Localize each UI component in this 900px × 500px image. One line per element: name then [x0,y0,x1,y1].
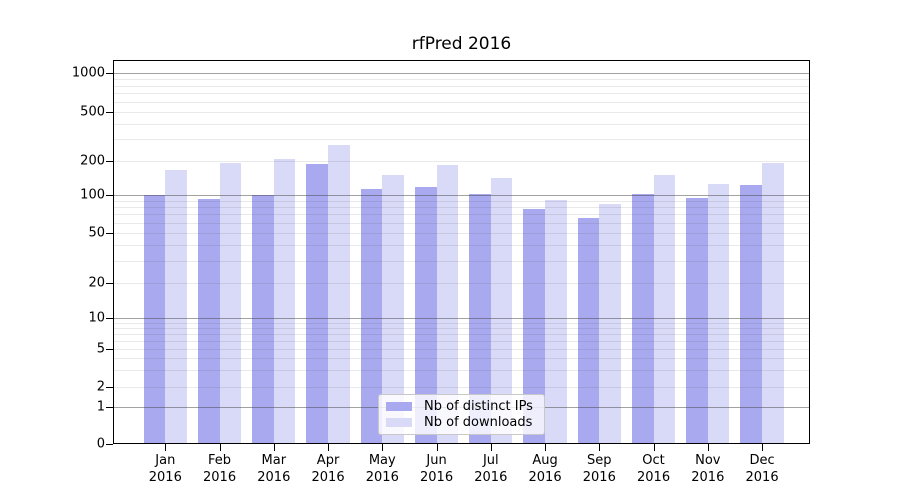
minor-gridline [113,85,810,87]
x-tick-mark [599,444,601,451]
y-tick-mark [106,444,113,445]
y-tick-mark [106,111,113,113]
x-tick-mark [490,444,492,451]
chart-title: rfPred 2016 [411,34,512,54]
x-tick-mark [273,444,275,451]
y-tick-mark [106,317,113,319]
y-tick-mark [106,406,113,408]
minor-gridline [113,139,810,141]
bar-distinct-ips [197,198,220,444]
y-tick-label: 0 [96,436,105,452]
legend-item: Nb of downloads [386,415,537,430]
bar-downloads [382,175,404,444]
y-tick-label: 500 [80,104,105,120]
bar-distinct-ips [414,186,437,444]
bar-distinct-ips [360,189,383,444]
bar-downloads [653,175,676,444]
x-tick-mark [545,444,547,451]
legend-swatch-distinct-ips [386,401,412,411]
minor-gridline [113,161,810,162]
legend: Nb of distinct IPs Nb of downloads [378,394,545,435]
y-tick-mark [106,282,113,284]
bar-downloads [707,183,730,444]
bar-downloads [490,178,513,444]
x-tick-label: Aug 2016 [528,453,562,485]
x-tick-label: Dec 2016 [745,453,779,485]
bar-downloads [328,144,350,444]
bar-downloads [273,159,296,444]
bar-distinct-ips [469,194,491,444]
minor-gridline [113,79,810,81]
bar-downloads [219,162,242,444]
bar-distinct-ips [686,197,708,444]
major-gridline [113,73,810,75]
bar-downloads [599,203,621,444]
x-tick-mark [219,444,221,451]
bar-distinct-ips [523,209,546,444]
bar-distinct-ips [740,184,763,444]
plot-area [113,60,810,444]
y-tick-label: 100 [80,187,105,203]
y-tick-mark [106,386,113,388]
x-tick-label: Sep 2016 [582,453,616,485]
bar-distinct-ips [306,164,329,444]
y-tick-label: 5 [96,341,105,357]
y-tick-label: 2 [96,379,105,395]
bar-downloads [762,163,784,444]
x-tick-label: Apr 2016 [311,453,345,485]
y-tick-label: 1000 [71,65,105,81]
x-tick-label: Jan 2016 [148,453,182,485]
x-tick-label: Jun 2016 [420,453,454,485]
y-tick-label: 200 [80,153,105,169]
bar-downloads [436,165,459,444]
y-tick-mark [106,349,113,351]
x-tick-mark [762,444,764,451]
minor-gridline [113,111,810,113]
x-tick-label: May 2016 [365,453,399,485]
legend-item: Nb of distinct IPs [386,399,537,414]
minor-gridline [113,123,810,125]
x-tick-label: Jul 2016 [474,453,508,485]
y-tick-mark [106,232,113,234]
x-tick-mark [328,444,330,451]
y-tick-label: 10 [88,310,105,326]
legend-swatch-downloads [386,418,412,428]
y-tick-mark [106,195,113,196]
y-tick-label: 50 [88,225,105,241]
legend-label-distinct-ips: Nb of distinct IPs [424,398,533,414]
y-tick-mark [106,161,113,162]
x-tick-mark [165,444,167,451]
x-tick-label: Oct 2016 [637,453,671,485]
x-tick-mark [707,444,709,451]
minor-gridline [113,101,810,103]
y-tick-label: 1 [96,399,105,415]
x-tick-label: Nov 2016 [691,453,725,485]
y-tick-mark [106,73,113,75]
bar-downloads [165,170,187,444]
bar-distinct-ips [252,194,274,444]
x-tick-label: Mar 2016 [257,453,291,485]
bar-distinct-ips [631,194,654,444]
bar-distinct-ips [577,217,600,444]
x-tick-mark [436,444,438,451]
y-tick-label: 20 [88,275,105,291]
x-tick-label: Feb 2016 [203,453,237,485]
bar-distinct-ips [143,195,166,444]
legend-label-downloads: Nb of downloads [424,415,533,431]
bar-downloads [545,200,567,444]
minor-gridline [113,93,810,95]
x-tick-mark [382,444,384,451]
major-gridline [113,195,810,196]
x-tick-mark [653,444,655,451]
